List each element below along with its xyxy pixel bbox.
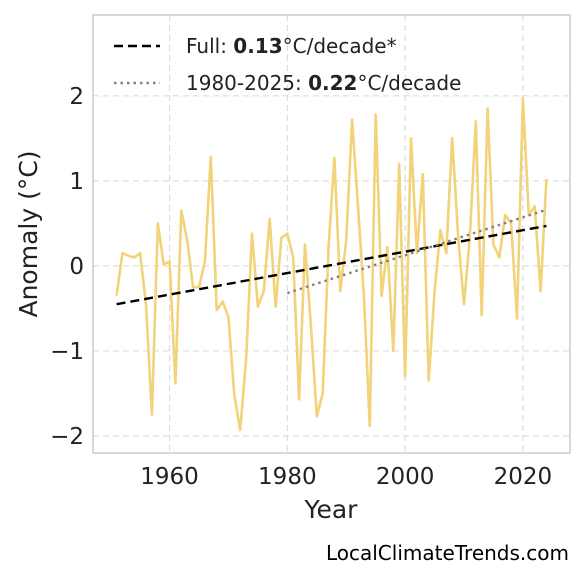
x-tick-labels: 1960 1980 2000 2020 <box>140 464 552 490</box>
x-tick-label: 1960 <box>140 464 199 490</box>
y-tick-label: −2 <box>50 424 84 450</box>
legend-full-value: 0.13 <box>233 34 282 58</box>
plot-background <box>93 15 570 453</box>
anomaly-series-line <box>115 97 548 432</box>
grid <box>93 15 570 453</box>
y-tick-label: 2 <box>69 84 84 110</box>
y-axis-title: Anomaly (°C) <box>14 150 43 317</box>
legend-full-suffix: °C/decade* <box>283 34 397 58</box>
plot-frame <box>92 14 571 454</box>
legend-1980-prefix: 1980-2025: <box>186 71 308 95</box>
legend-label-full: Full: 0.13°C/decade* <box>186 34 397 58</box>
x-tick-label: 2000 <box>376 464 435 490</box>
legend-1980-suffix: °C/decade <box>357 71 461 95</box>
series-group <box>115 97 548 432</box>
legend: Full: 0.13°C/decade* 1980-2025: 0.22°C/d… <box>114 34 461 95</box>
y-tick-label: −1 <box>50 339 84 365</box>
x-tick-label: 1980 <box>258 464 317 490</box>
x-tick-label: 2020 <box>494 464 553 490</box>
y-tick-labels: −2 −1 0 1 2 <box>50 84 84 450</box>
x-axis-title: Year <box>304 495 359 524</box>
y-tick-label: 1 <box>69 169 84 195</box>
legend-full-prefix: Full: <box>186 34 233 58</box>
y-tick-label: 0 <box>69 254 84 280</box>
legend-label-1980: 1980-2025: 0.22°C/decade <box>186 71 461 95</box>
legend-1980-value: 0.22 <box>308 71 357 95</box>
source-credit: LocalClimateTrends.com <box>326 541 569 565</box>
trend-line-full <box>116 224 547 306</box>
